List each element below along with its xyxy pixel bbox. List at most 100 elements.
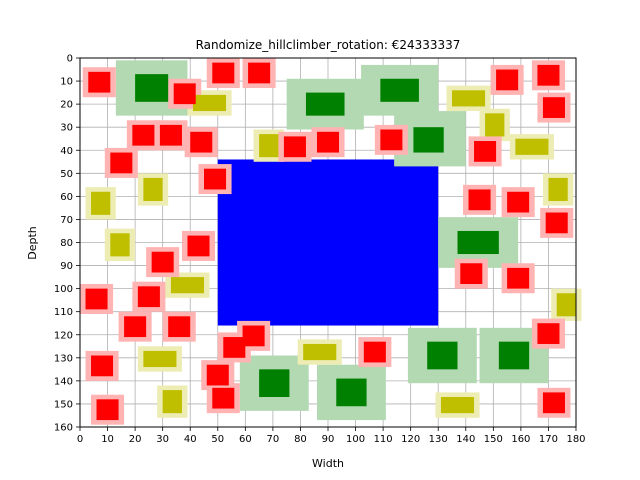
red-box [168, 316, 191, 338]
red-box [151, 251, 174, 273]
x-tick-label: 50 [211, 434, 224, 445]
red-box [242, 325, 265, 347]
x-tick-label: 170 [539, 434, 558, 445]
y-axis-label: Depth [26, 226, 39, 260]
x-tick-label: 60 [239, 434, 252, 445]
x-tick-label: 90 [322, 434, 335, 445]
x-tick-label: 20 [129, 434, 142, 445]
red-box [363, 341, 386, 363]
y-tick-label: 130 [54, 353, 73, 364]
red-box [542, 97, 565, 118]
green-box [498, 341, 530, 370]
x-tick-label: 0 [77, 434, 83, 445]
red-box [248, 62, 271, 84]
x-tick-label: 100 [346, 434, 365, 445]
red-box [316, 131, 340, 153]
red-box [173, 83, 196, 105]
x-tick-label: 70 [267, 434, 280, 445]
y-tick-label: 80 [60, 238, 73, 249]
green-box [336, 378, 367, 407]
y-tick-label: 110 [54, 307, 73, 318]
green-box [413, 127, 444, 153]
red-box [187, 235, 210, 257]
red-box [496, 69, 519, 91]
x-tick-label: 30 [156, 434, 169, 445]
yellow-box [303, 343, 337, 361]
yellow-box [548, 177, 568, 201]
y-tick-label: 60 [60, 192, 73, 203]
red-box [223, 337, 246, 358]
red-box [468, 189, 491, 211]
red-box [283, 136, 306, 158]
red-box [380, 129, 403, 151]
red-box [190, 131, 213, 153]
blue-block [217, 159, 439, 326]
x-tick-label: 10 [101, 434, 114, 445]
red-box [460, 263, 483, 285]
blue-layer [217, 159, 439, 326]
red-box [542, 392, 565, 414]
y-tick-label: 40 [60, 146, 73, 157]
red-box [507, 267, 530, 289]
x-tick-label: 40 [184, 434, 197, 445]
yellow-box [556, 293, 576, 317]
red-box [96, 399, 119, 421]
x-tick-label: 160 [511, 434, 530, 445]
yellow-box [162, 390, 182, 414]
box-layer [85, 62, 576, 421]
red-box [537, 323, 560, 344]
red-box [124, 316, 147, 338]
green-box [259, 369, 290, 398]
x-tick-label: 130 [429, 434, 448, 445]
red-box [474, 141, 497, 162]
red-box [159, 124, 182, 146]
yellow-box [259, 134, 279, 158]
green-box [427, 341, 458, 370]
yellow-box [440, 397, 475, 414]
x-tick-label: 120 [401, 434, 420, 445]
y-tick-label: 140 [54, 376, 73, 387]
tick-layer: 0 10 20 30 40 50 60 70 80 90 100 110 120 130 140 150 160… [54, 54, 586, 446]
green-box [305, 92, 345, 116]
yellow-box [91, 191, 111, 215]
yellow-box [143, 350, 177, 368]
y-tick-label: 50 [60, 169, 73, 180]
yellow-box [485, 113, 505, 137]
red-box [132, 124, 155, 146]
x-tick-label: 80 [294, 434, 307, 445]
green-box [380, 78, 419, 102]
y-tick-label: 10 [60, 77, 73, 88]
y-tick-label: 30 [60, 123, 73, 134]
red-box [85, 288, 108, 310]
yellow-box [170, 277, 204, 294]
red-box [537, 64, 560, 86]
yellow-box [110, 233, 130, 257]
x-tick-label: 150 [484, 434, 503, 445]
red-box [507, 191, 530, 213]
y-tick-label: 150 [54, 399, 73, 410]
x-tick-label: 110 [374, 434, 393, 445]
chart-title: Randomize_hillclimber_rotation: €2433333… [196, 38, 461, 52]
y-tick-label: 100 [54, 284, 73, 295]
red-box [137, 286, 160, 308]
red-box [212, 62, 235, 84]
x-tick-label: 180 [566, 434, 585, 445]
y-tick-label: 90 [60, 261, 73, 272]
red-box [212, 387, 235, 409]
y-tick-label: 0 [67, 54, 73, 65]
green-box [457, 230, 499, 255]
yellow-box [192, 94, 227, 112]
red-box [91, 355, 114, 377]
yellow-box [452, 90, 486, 107]
yellow-box [143, 177, 163, 201]
x-axis-label: Width [312, 457, 344, 470]
green-box [135, 74, 169, 102]
y-tick-label: 70 [60, 215, 73, 226]
red-box [204, 168, 227, 190]
red-box [110, 152, 133, 174]
x-tick-label: 140 [456, 434, 475, 445]
y-tick-label: 120 [54, 330, 73, 341]
y-tick-label: 20 [60, 100, 73, 111]
yellow-box [515, 138, 549, 155]
